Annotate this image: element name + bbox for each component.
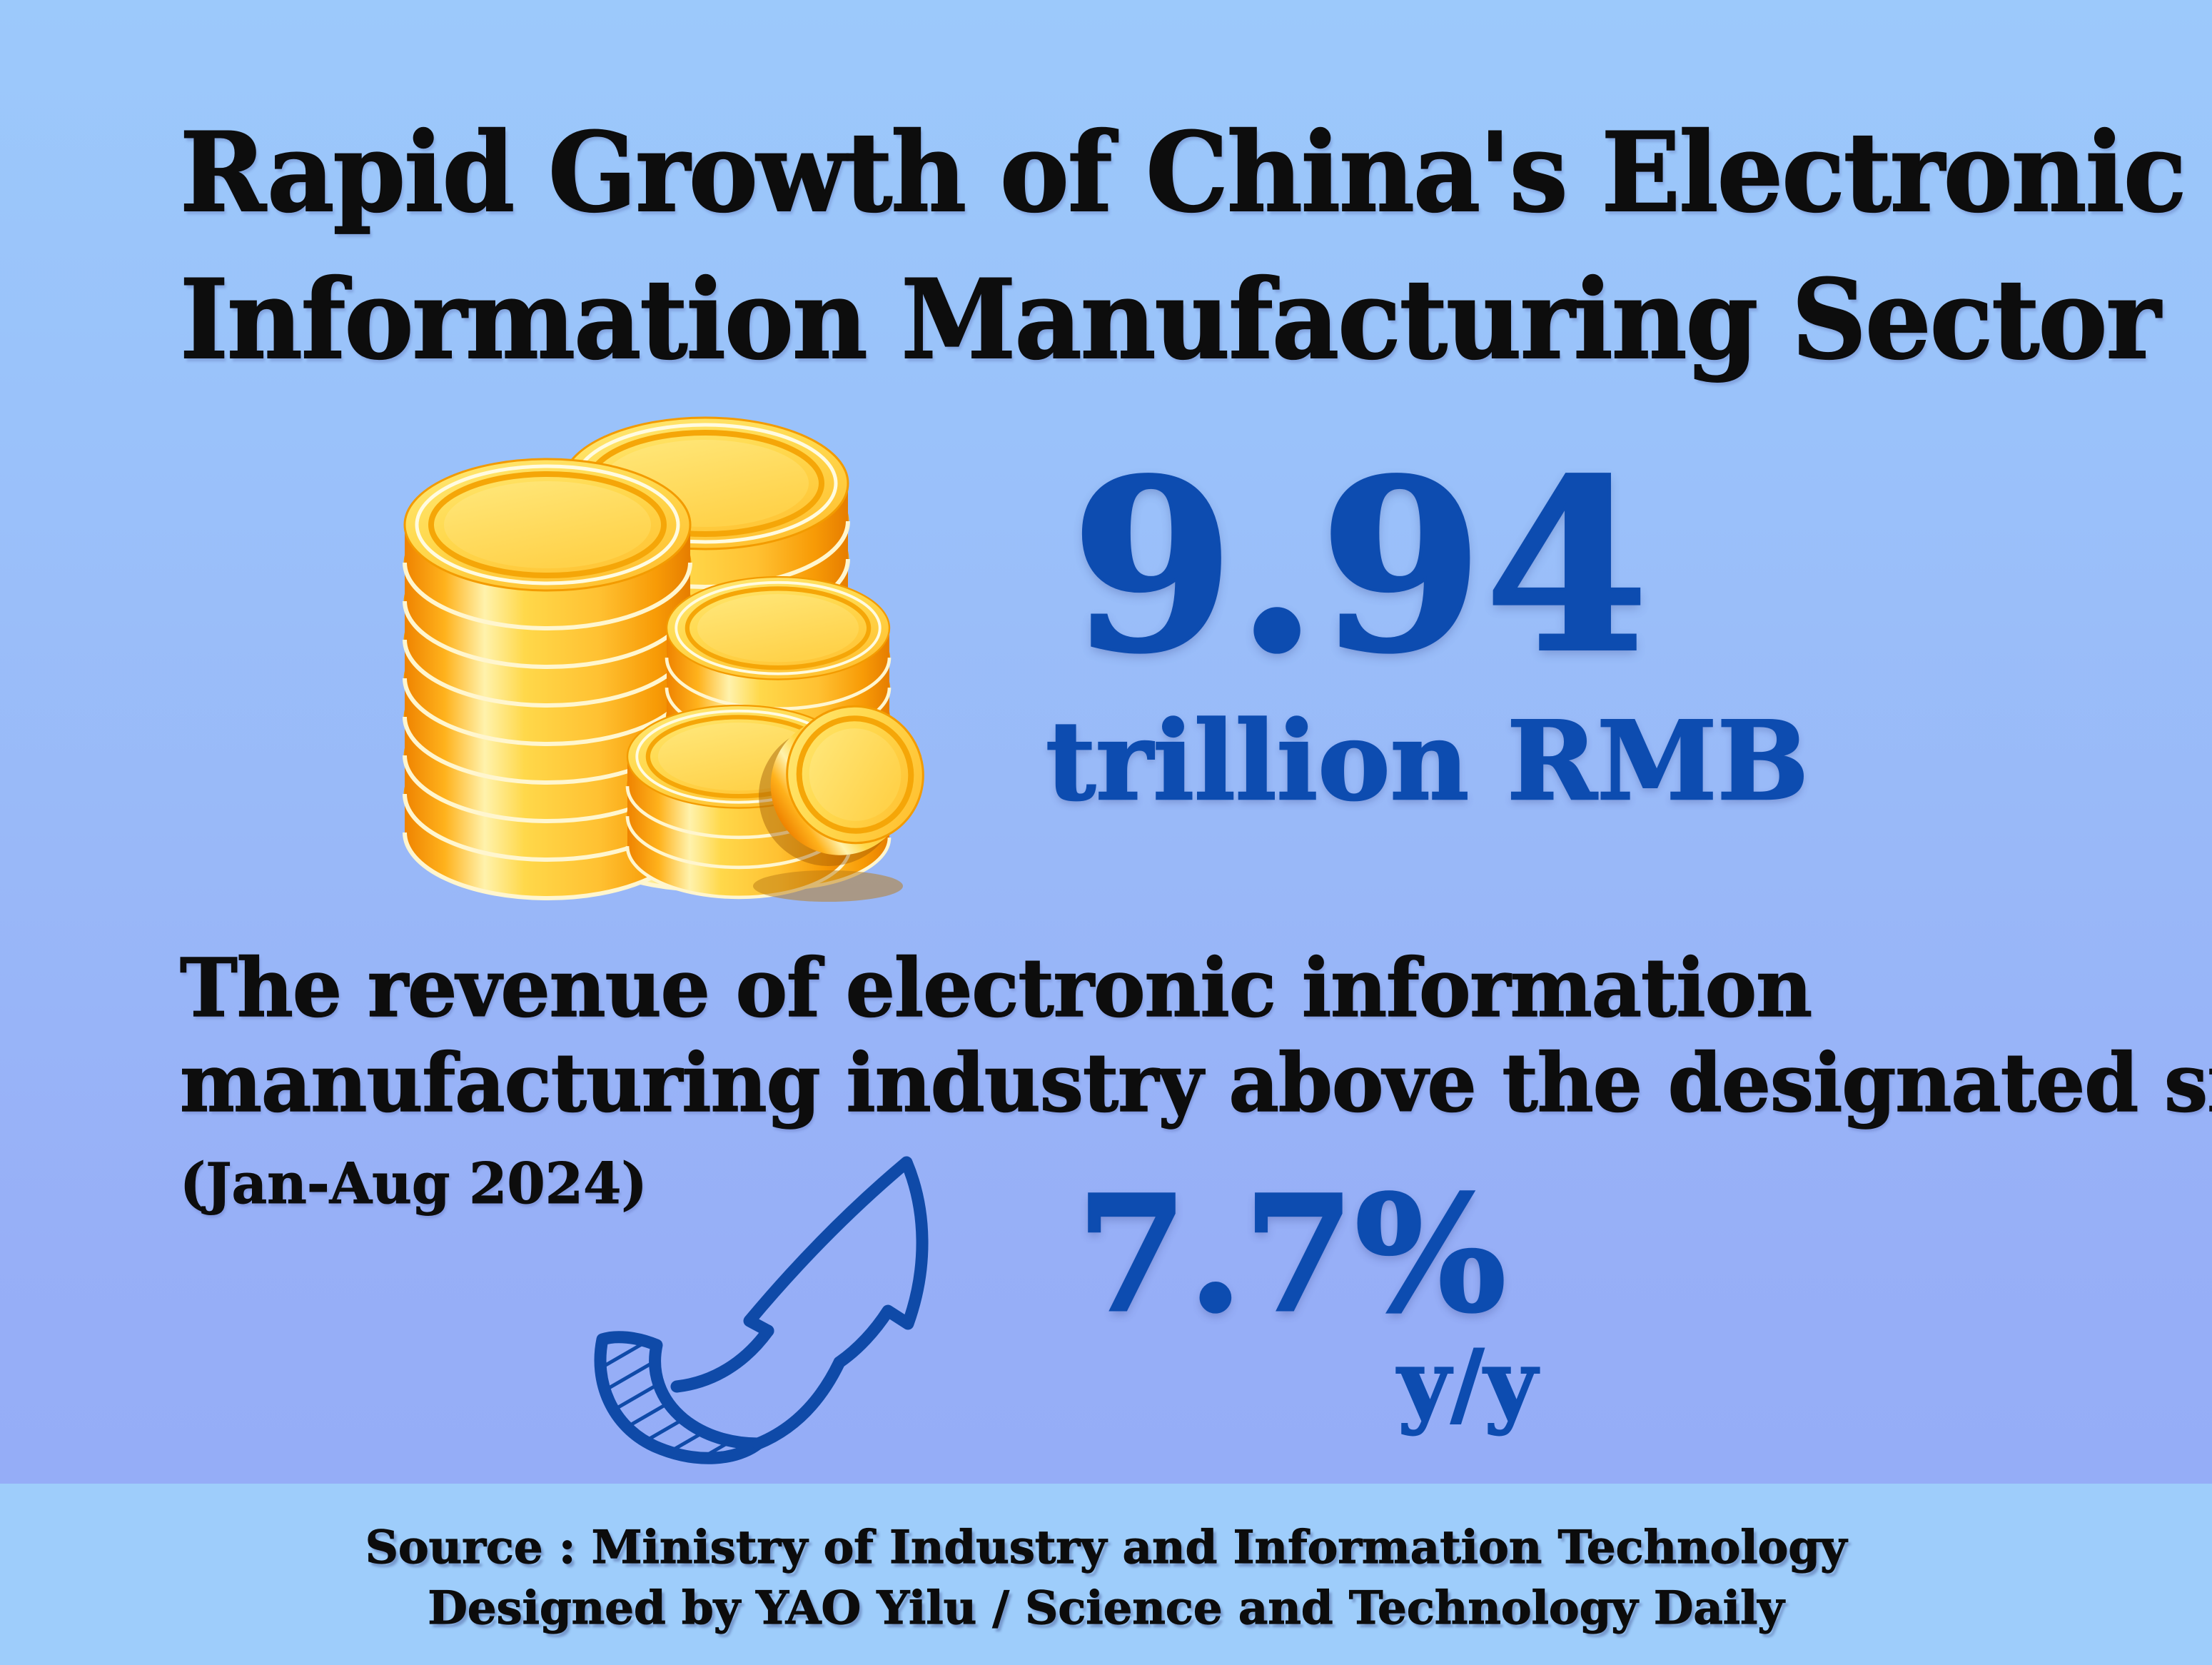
growth-label: y/y xyxy=(1397,1329,1537,1438)
revenue-unit: trillion RMB xyxy=(1045,696,1810,826)
arrow-shaft xyxy=(752,1356,846,1450)
footer-band: Source : Ministry of Industry and Inform… xyxy=(0,1484,2212,1665)
page-title: Rapid Growth of China's Electronic Infor… xyxy=(179,100,2187,394)
tilted-coin xyxy=(753,705,924,902)
footer-credit: Designed by YAO Yilu / Science and Techn… xyxy=(428,1581,1784,1635)
revenue-desc-line-2: manufacturing industry above the designa… xyxy=(179,1037,2212,1132)
arrow-shaft xyxy=(670,1324,774,1393)
revenue-value: 9.94 xyxy=(1069,428,1650,705)
arrow-tail xyxy=(594,1331,764,1464)
growth-arrow-icon xyxy=(594,1156,929,1464)
revenue-period: (Jan-Aug 2024) xyxy=(180,1150,648,1217)
footer-source: Source : Ministry of Industry and Inform… xyxy=(365,1520,1847,1574)
revenue-description: The revenue of electronic information ma… xyxy=(179,941,2212,1217)
title-line-2: Information Manufacturing Sector xyxy=(179,255,2161,385)
revenue-desc-line-1: The revenue of electronic information xyxy=(179,941,1813,1036)
title-line-1: Rapid Growth of China's Electronic xyxy=(179,108,2187,238)
arrow-head xyxy=(743,1156,929,1369)
growth-value: 7.7% xyxy=(1076,1160,1508,1348)
gold-coins-icon xyxy=(389,403,924,902)
